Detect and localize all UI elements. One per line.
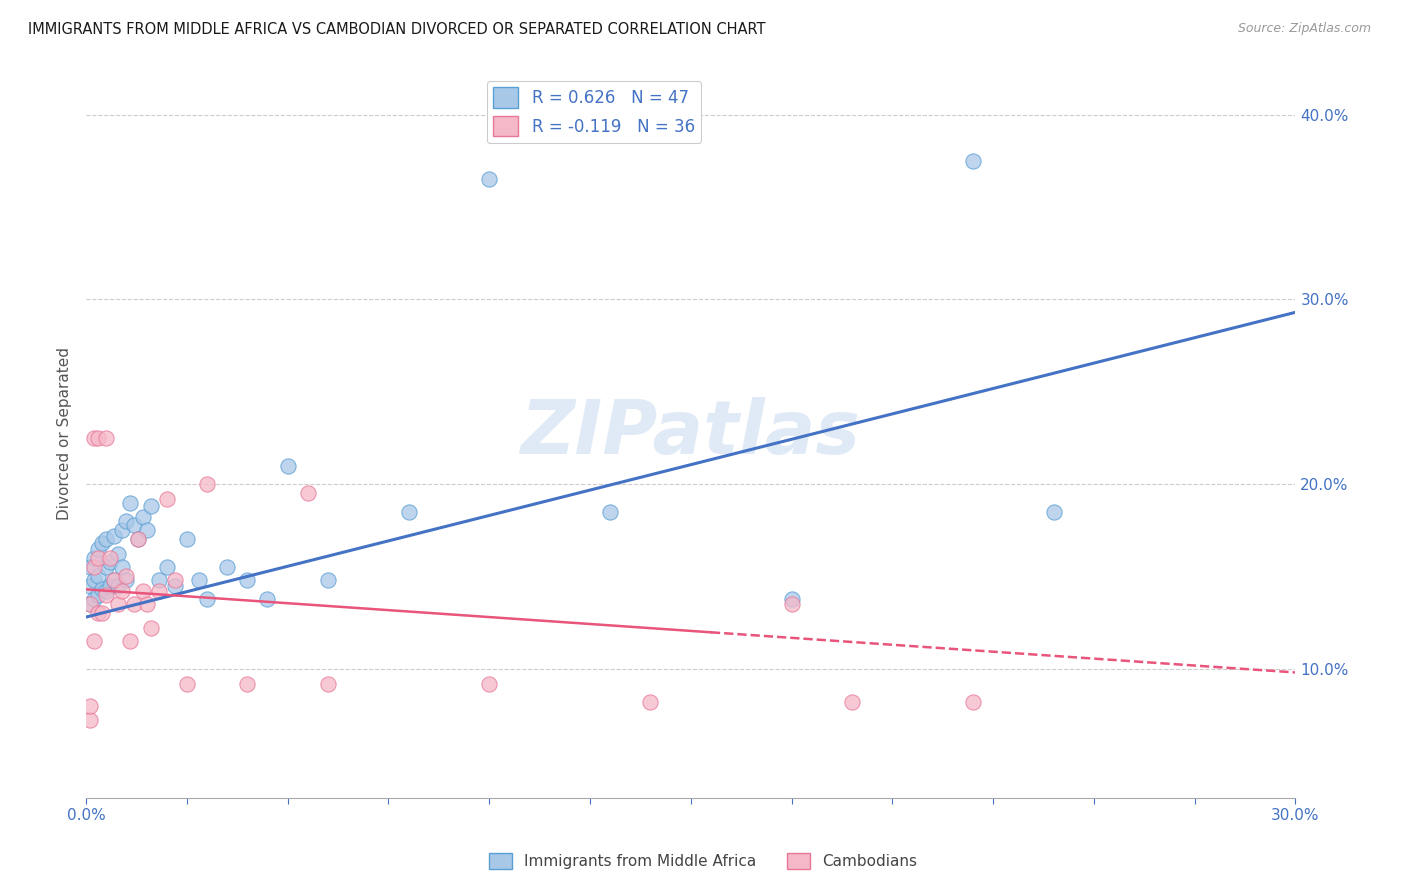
Point: [79, 698, 101, 713]
Point: [87, 431, 110, 445]
Point: [120, 634, 142, 648]
Point: [115, 573, 138, 587]
Point: [79, 597, 101, 611]
Point: [841, 695, 863, 709]
Text: IMMIGRANTS FROM MIDDLE AFRICA VS CAMBODIAN DIVORCED OR SEPARATED CORRELATION CHA: IMMIGRANTS FROM MIDDLE AFRICA VS CAMBODI…: [28, 22, 766, 37]
Point: [83, 634, 105, 648]
Point: [115, 569, 138, 583]
Point: [79, 714, 101, 728]
Point: [256, 591, 278, 606]
Point: [156, 560, 179, 574]
Point: [83, 560, 105, 574]
Point: [478, 676, 501, 690]
Point: [195, 591, 218, 606]
Point: [156, 491, 179, 506]
Point: [103, 573, 125, 587]
Point: [96, 584, 118, 599]
Point: [111, 560, 134, 574]
Point: [148, 573, 170, 587]
Point: [131, 584, 153, 599]
Text: Source: ZipAtlas.com: Source: ZipAtlas.com: [1237, 22, 1371, 36]
Point: [115, 514, 138, 528]
Point: [962, 153, 984, 168]
Point: [195, 477, 218, 491]
Point: [87, 588, 110, 602]
Point: [91, 607, 114, 621]
Point: [478, 172, 501, 186]
Point: [98, 555, 121, 569]
Point: [599, 505, 621, 519]
Point: [139, 621, 162, 635]
Point: [236, 573, 259, 587]
Point: [176, 533, 198, 547]
Point: [127, 533, 149, 547]
Point: [107, 597, 129, 611]
Point: [780, 591, 803, 606]
Point: [96, 560, 118, 574]
Point: [83, 551, 105, 566]
Point: [187, 573, 209, 587]
Point: [236, 676, 259, 690]
Point: [103, 573, 125, 587]
Point: [131, 510, 153, 524]
Point: [124, 597, 146, 611]
Y-axis label: Divorced or Separated: Divorced or Separated: [58, 347, 72, 520]
Point: [316, 573, 339, 587]
Point: [103, 529, 125, 543]
Point: [111, 584, 134, 599]
Point: [297, 486, 319, 500]
Point: [127, 533, 149, 547]
Point: [277, 458, 299, 473]
Point: [96, 588, 118, 602]
Legend: R = 0.626   N = 47, R = -0.119   N = 36: R = 0.626 N = 47, R = -0.119 N = 36: [486, 80, 702, 143]
Point: [139, 500, 162, 514]
Point: [780, 597, 803, 611]
Point: [1042, 505, 1064, 519]
Legend: Immigrants from Middle Africa, Cambodians: Immigrants from Middle Africa, Cambodian…: [482, 847, 924, 875]
Point: [79, 597, 101, 611]
Point: [120, 495, 142, 509]
Point: [398, 505, 420, 519]
Point: [176, 676, 198, 690]
Point: [83, 431, 105, 445]
Point: [316, 676, 339, 690]
Point: [135, 523, 157, 537]
Point: [107, 547, 129, 561]
Point: [87, 569, 110, 583]
Point: [163, 579, 186, 593]
Point: [107, 579, 129, 593]
Point: [98, 579, 121, 593]
Point: [640, 695, 662, 709]
Point: [79, 579, 101, 593]
Point: [124, 517, 146, 532]
Point: [87, 551, 110, 566]
Point: [79, 560, 101, 574]
Point: [217, 560, 239, 574]
Point: [98, 551, 121, 566]
Point: [87, 541, 110, 556]
Point: [91, 582, 114, 597]
Point: [83, 591, 105, 606]
Point: [163, 573, 186, 587]
Point: [135, 597, 157, 611]
Point: [111, 523, 134, 537]
Point: [87, 607, 110, 621]
Point: [91, 536, 114, 550]
Point: [96, 431, 118, 445]
Point: [962, 695, 984, 709]
Point: [83, 573, 105, 587]
Point: [148, 584, 170, 599]
Text: ZIPatlas: ZIPatlas: [520, 397, 860, 470]
Point: [96, 533, 118, 547]
